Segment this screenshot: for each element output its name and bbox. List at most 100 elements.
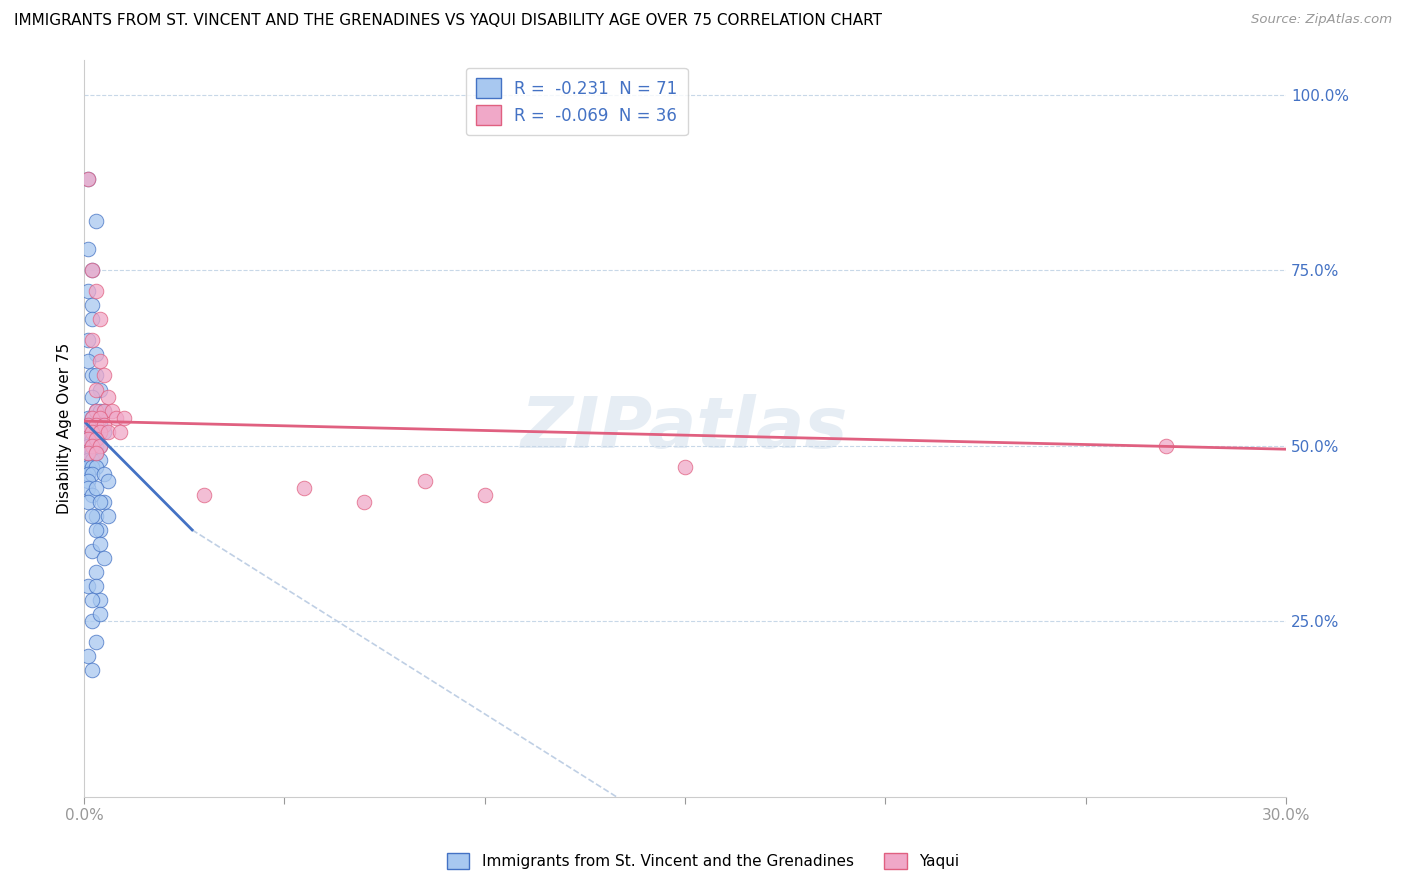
Point: [105, 410, 128, 425]
Point: [193, 488, 215, 502]
Point: [84, 565, 107, 579]
Point: [80, 593, 103, 607]
Point: [93, 403, 115, 417]
Point: [77, 425, 100, 439]
Text: Source: ZipAtlas.com: Source: ZipAtlas.com: [1251, 13, 1392, 27]
Point: [89, 312, 111, 326]
Point: [77, 481, 100, 495]
Point: [77, 459, 100, 474]
Point: [80, 390, 103, 404]
Point: [97, 425, 120, 439]
Point: [93, 495, 115, 509]
Point: [97, 474, 120, 488]
Point: [673, 459, 696, 474]
Point: [89, 383, 111, 397]
Point: [474, 488, 496, 502]
Point: [89, 425, 111, 439]
Point: [80, 263, 103, 277]
Point: [77, 417, 100, 432]
Point: [77, 649, 100, 664]
Point: [80, 488, 103, 502]
Point: [353, 495, 375, 509]
Point: [80, 425, 103, 439]
Point: [101, 403, 124, 417]
Point: [108, 425, 131, 439]
Point: [84, 425, 107, 439]
Point: [80, 467, 103, 481]
Point: [89, 417, 111, 432]
Point: [80, 446, 103, 460]
Point: [89, 495, 111, 509]
Point: [77, 354, 100, 368]
Point: [80, 263, 103, 277]
Point: [80, 410, 103, 425]
Point: [77, 495, 100, 509]
Point: [77, 439, 100, 453]
Point: [84, 523, 107, 537]
Point: [80, 312, 103, 326]
Point: [80, 508, 103, 523]
Text: IMMIGRANTS FROM ST. VINCENT AND THE GRENADINES VS YAQUI DISABILITY AGE OVER 75 C: IMMIGRANTS FROM ST. VINCENT AND THE GREN…: [14, 13, 882, 29]
Point: [80, 432, 103, 446]
Point: [80, 410, 103, 425]
Point: [93, 551, 115, 566]
Point: [77, 417, 100, 432]
Point: [89, 403, 111, 417]
Point: [84, 635, 107, 649]
Point: [89, 410, 111, 425]
Point: [93, 368, 115, 383]
Point: [84, 285, 107, 299]
Point: [80, 663, 103, 677]
Point: [80, 439, 103, 453]
Point: [84, 579, 107, 593]
Point: [97, 390, 120, 404]
Point: [84, 214, 107, 228]
Point: [77, 579, 100, 593]
Point: [77, 467, 100, 481]
Point: [84, 459, 107, 474]
Point: [84, 481, 107, 495]
Point: [89, 523, 111, 537]
Point: [89, 537, 111, 551]
Point: [77, 285, 100, 299]
Point: [77, 446, 100, 460]
Text: ZIPatlas: ZIPatlas: [522, 393, 849, 463]
Y-axis label: Disability Age Over 75: Disability Age Over 75: [58, 343, 72, 514]
Point: [97, 508, 120, 523]
Point: [89, 593, 111, 607]
Point: [413, 474, 436, 488]
Point: [89, 607, 111, 622]
Legend: R =  -0.231  N = 71, R =  -0.069  N = 36: R = -0.231 N = 71, R = -0.069 N = 36: [465, 68, 688, 136]
Point: [77, 242, 100, 256]
Point: [80, 334, 103, 348]
Point: [89, 452, 111, 467]
Point: [89, 354, 111, 368]
Point: [77, 410, 100, 425]
Point: [77, 172, 100, 186]
Point: [84, 439, 107, 453]
Point: [84, 347, 107, 361]
Point: [89, 439, 111, 453]
Point: [112, 410, 135, 425]
Point: [89, 439, 111, 453]
Point: [80, 368, 103, 383]
Point: [93, 425, 115, 439]
Point: [84, 368, 107, 383]
Point: [84, 446, 107, 460]
Point: [80, 459, 103, 474]
Point: [80, 544, 103, 558]
Point: [80, 425, 103, 439]
Point: [93, 403, 115, 417]
Point: [1154, 439, 1177, 453]
Point: [292, 481, 315, 495]
Point: [84, 403, 107, 417]
Point: [80, 452, 103, 467]
Point: [93, 467, 115, 481]
Point: [77, 452, 100, 467]
Point: [84, 508, 107, 523]
Point: [77, 432, 100, 446]
Point: [77, 172, 100, 186]
Point: [84, 432, 107, 446]
Point: [77, 432, 100, 446]
Point: [80, 298, 103, 312]
